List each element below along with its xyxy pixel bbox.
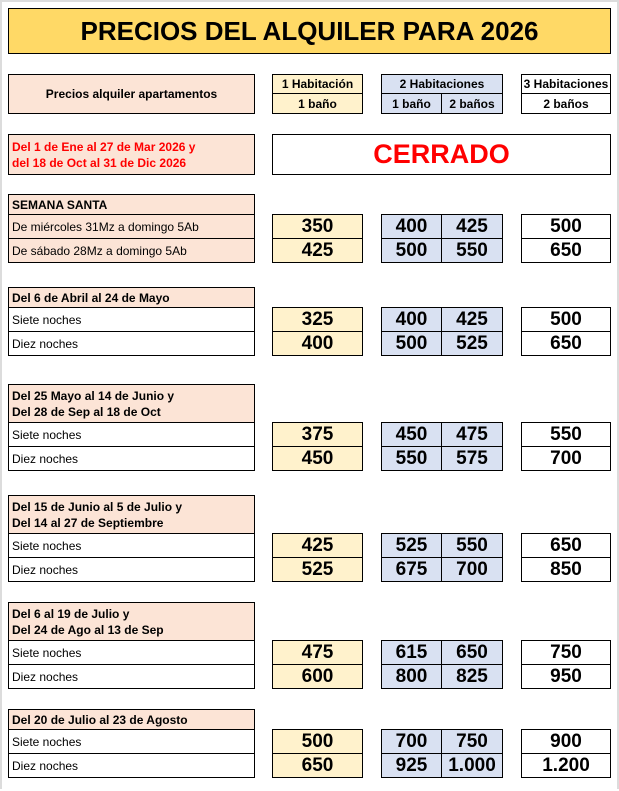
row-label: Siete noches xyxy=(8,640,255,665)
price-3hab-2banos: 650 xyxy=(521,533,611,558)
price-3hab-2banos: 900 xyxy=(521,729,611,754)
section-heading-line: Del 24 de Ago al 13 de Sep xyxy=(12,622,164,637)
col2b-subtitle: 2 baños xyxy=(441,93,503,114)
price-3hab-2banos: 500 xyxy=(521,214,611,239)
row-label: Diez noches xyxy=(8,331,255,356)
price-2hab-2banos: 550 xyxy=(441,533,503,558)
price-2hab-1bano: 700 xyxy=(381,729,442,754)
section-heading: Del 20 de Julio al 23 de Agosto xyxy=(8,709,255,730)
price-2hab-2banos: 525 xyxy=(441,331,503,356)
row-label: De sábado 28Mz a domingo 5Ab xyxy=(8,238,255,263)
price-2hab-1bano: 550 xyxy=(381,446,442,471)
price-1hab-1bano: 350 xyxy=(272,214,363,239)
price-1hab-1bano: 425 xyxy=(272,533,363,558)
price-1hab-1bano: 650 xyxy=(272,753,363,778)
price-1hab-1bano: 375 xyxy=(272,422,363,447)
section-heading: Del 15 de Junio al 5 de Julio y Del 14 al… xyxy=(8,495,255,534)
row-label: Diez noches xyxy=(8,446,255,471)
price-2hab-1bano: 800 xyxy=(381,664,442,689)
price-2hab-2banos: 425 xyxy=(441,214,503,239)
row-label: Diez noches xyxy=(8,557,255,582)
price-1hab-1bano: 500 xyxy=(272,729,363,754)
col3-subtitle: 2 baños xyxy=(521,93,611,114)
row-label: Diez noches xyxy=(8,753,255,778)
price-2hab-1bano: 400 xyxy=(381,307,442,332)
price-1hab-1bano: 600 xyxy=(272,664,363,689)
price-3hab-2banos: 550 xyxy=(521,422,611,447)
col1-title: 1 Habitación xyxy=(272,74,363,94)
price-2hab-2banos: 475 xyxy=(441,422,503,447)
price-1hab-1bano: 325 xyxy=(272,307,363,332)
price-3hab-2banos: 700 xyxy=(521,446,611,471)
price-3hab-2banos: 650 xyxy=(521,238,611,263)
row-label: Siete noches xyxy=(8,422,255,447)
col3-title: 3 Habitaciones xyxy=(521,74,611,94)
closed-period-line: del 18 de Oct al 31 de Dic 2026 xyxy=(12,155,187,170)
col2-title: 2 Habitaciones xyxy=(381,74,503,94)
col1-subtitle: 1 baño xyxy=(272,93,363,114)
price-2hab-1bano: 500 xyxy=(381,331,442,356)
closed-period-line: Del 1 de Ene al 27 de Mar 2026 y xyxy=(12,139,196,154)
section-heading-line: Del 28 de Sep al 18 de Oct xyxy=(12,404,161,419)
price-1hab-1bano: 450 xyxy=(272,446,363,471)
price-2hab-2banos: 550 xyxy=(441,238,503,263)
price-3hab-2banos: 1.200 xyxy=(521,753,611,778)
price-3hab-2banos: 950 xyxy=(521,664,611,689)
row-label: Siete noches xyxy=(8,307,255,332)
col2a-subtitle: 1 baño xyxy=(381,93,442,114)
section-heading-line: SEMANA SANTA xyxy=(12,197,108,212)
row-label: Siete noches xyxy=(8,729,255,754)
price-3hab-2banos: 650 xyxy=(521,331,611,356)
price-2hab-1bano: 925 xyxy=(381,753,442,778)
section-heading-line: Del 14 al 27 de Septiembre xyxy=(12,515,164,530)
price-2hab-2banos: 700 xyxy=(441,557,503,582)
section-heading-line: Del 6 al 19 de Julio y xyxy=(12,606,130,621)
price-3hab-2banos: 850 xyxy=(521,557,611,582)
section-heading-line: Del 15 de Junio al 5 de Julio y xyxy=(12,499,183,514)
price-1hab-1bano: 475 xyxy=(272,640,363,665)
price-2hab-2banos: 750 xyxy=(441,729,503,754)
header-label: Precios alquiler apartamentos xyxy=(8,74,255,114)
row-label: Siete noches xyxy=(8,533,255,558)
price-2hab-2banos: 650 xyxy=(441,640,503,665)
section-heading: Del 25 Mayo al 14 de Junio y Del 28 de Se… xyxy=(8,384,255,423)
row-label: De miércoles 31Mz a domingo 5Ab xyxy=(8,214,255,239)
price-2hab-1bano: 450 xyxy=(381,422,442,447)
section-heading: Del 6 de Abril al 24 de Mayo xyxy=(8,287,255,308)
price-1hab-1bano: 425 xyxy=(272,238,363,263)
price-2hab-2banos: 425 xyxy=(441,307,503,332)
row-label: Diez noches xyxy=(8,664,255,689)
price-2hab-2banos: 825 xyxy=(441,664,503,689)
price-2hab-1bano: 525 xyxy=(381,533,442,558)
price-1hab-1bano: 525 xyxy=(272,557,363,582)
price-3hab-2banos: 750 xyxy=(521,640,611,665)
closed-status: CERRADO xyxy=(272,134,611,175)
price-3hab-2banos: 500 xyxy=(521,307,611,332)
section-heading-line: Del 25 Mayo al 14 de Junio y xyxy=(12,388,175,403)
price-2hab-1bano: 400 xyxy=(381,214,442,239)
price-2hab-2banos: 1.000 xyxy=(441,753,503,778)
section-heading-line: Del 6 de Abril al 24 de Mayo xyxy=(12,290,170,305)
price-2hab-1bano: 615 xyxy=(381,640,442,665)
section-heading: Del 6 al 19 de Julio y Del 24 de Ago al 1… xyxy=(8,602,255,641)
section-heading: SEMANA SANTA xyxy=(8,194,255,215)
section-heading-line: Del 20 de Julio al 23 de Agosto xyxy=(12,712,188,727)
price-2hab-1bano: 500 xyxy=(381,238,442,263)
price-2hab-2banos: 575 xyxy=(441,446,503,471)
price-1hab-1bano: 400 xyxy=(272,331,363,356)
closed-period: Del 1 de Ene al 27 de Mar 2026 y del 18 d… xyxy=(8,134,255,175)
page-title: PRECIOS DEL ALQUILER PARA 2026 xyxy=(8,8,611,54)
price-2hab-1bano: 675 xyxy=(381,557,442,582)
